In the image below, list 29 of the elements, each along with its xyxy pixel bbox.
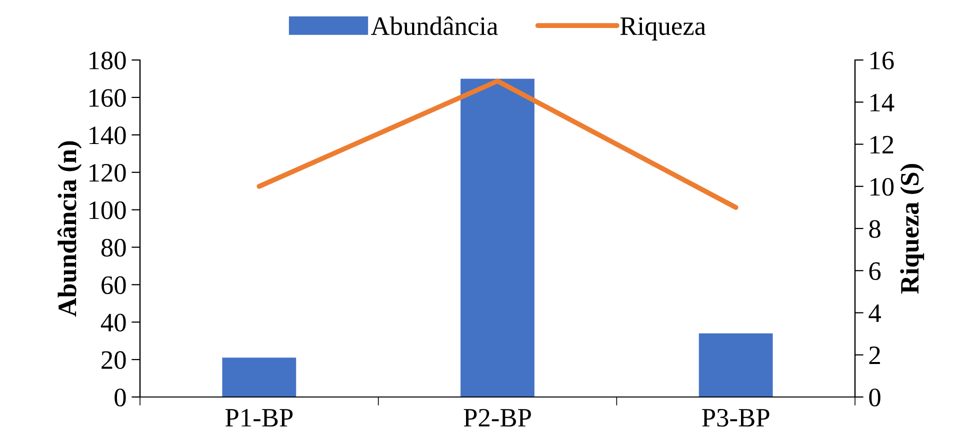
bar bbox=[698, 333, 773, 397]
legend-label: Riqueza bbox=[620, 17, 706, 40]
y-tick-label: 0 bbox=[114, 388, 126, 406]
y2-tick-label: 4 bbox=[868, 304, 881, 322]
y2-tick-label: 10 bbox=[870, 178, 894, 196]
legend-label: Abundância bbox=[370, 16, 498, 36]
y2-tick-label: 8 bbox=[869, 220, 880, 238]
y2-tick-label: 6 bbox=[869, 262, 881, 280]
y-tick-label: 120 bbox=[90, 164, 126, 182]
y2-axis-title: Riqueza (S) bbox=[900, 164, 924, 294]
y2-tick-label: 16 bbox=[870, 52, 894, 70]
y-tick-label: 100 bbox=[90, 201, 126, 220]
y-tick-label: 60 bbox=[102, 276, 126, 294]
y2-tick-label: 14 bbox=[870, 94, 894, 112]
y-tick-label: 40 bbox=[100, 314, 126, 332]
bar bbox=[222, 358, 296, 397]
x-tick-label: P3-BP bbox=[702, 408, 770, 427]
y2-tick-label: 12 bbox=[870, 136, 894, 154]
y2-tick-label: 0 bbox=[869, 388, 880, 406]
bar bbox=[460, 78, 534, 397]
y-tick-label: 140 bbox=[90, 126, 126, 144]
y-tick-label: 160 bbox=[90, 89, 126, 107]
x-tick-label: P1-BP bbox=[225, 409, 293, 426]
y-axis-title: Abundância (n) bbox=[57, 141, 82, 317]
y-tick-label: 80 bbox=[101, 238, 126, 257]
x-tick-label: P2-BP bbox=[464, 408, 531, 426]
y2-tick-label: 2 bbox=[869, 346, 880, 364]
y-tick-label: 20 bbox=[102, 351, 126, 369]
y-tick-label: 180 bbox=[90, 52, 126, 70]
